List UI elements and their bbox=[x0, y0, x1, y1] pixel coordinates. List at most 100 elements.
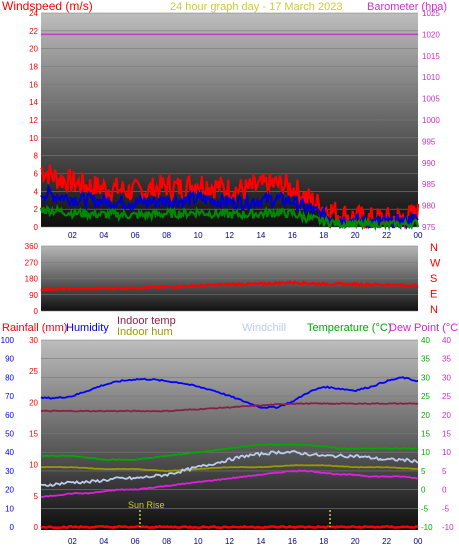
dewpoint-tick-label: 15 bbox=[442, 430, 451, 439]
wind-tick-label: 4 bbox=[34, 187, 39, 196]
humidity-tick-label: 80 bbox=[5, 373, 14, 382]
dewpoint-tick-label: -5 bbox=[442, 504, 450, 513]
panel-temperature-background bbox=[41, 340, 418, 530]
temperature-tick-label: 30 bbox=[421, 373, 430, 382]
wind-x-tick-label: 04 bbox=[99, 231, 108, 240]
barometer-tick-label: 980 bbox=[422, 202, 436, 211]
dewpoint-tick-label: 35 bbox=[442, 355, 451, 364]
barometer-tick-label: 1010 bbox=[422, 73, 440, 82]
rainfall-label: Rainfall (mm) bbox=[2, 322, 67, 334]
compass-label: W bbox=[430, 258, 441, 270]
series-line-4 bbox=[40, 443, 419, 462]
indoor-temp-label: Indoor temp bbox=[117, 315, 176, 327]
wind-tick-label: 24 bbox=[29, 9, 38, 18]
temperature-tick-label: 40 bbox=[421, 336, 430, 345]
temp-x-tick-label: 12 bbox=[225, 537, 234, 546]
wind-tick-label: 12 bbox=[29, 116, 38, 125]
barometer-tick-label: 1005 bbox=[422, 95, 440, 104]
dewpoint-tick-label: 40 bbox=[442, 336, 451, 345]
rainfall-tick-label: 15 bbox=[29, 430, 38, 439]
wind-tick-label: 18 bbox=[29, 63, 38, 72]
temperature-tick-label: 15 bbox=[421, 430, 430, 439]
temperature-tick-label: -5 bbox=[421, 504, 429, 513]
wind-tick-label: 0 bbox=[34, 223, 39, 232]
windchill-label: Windchill bbox=[242, 322, 286, 334]
humidity-tick-label: 70 bbox=[5, 392, 14, 401]
wind-series-line-1 bbox=[40, 184, 419, 230]
humidity-tick-label: 100 bbox=[1, 336, 15, 345]
barometer-tick-label: 1015 bbox=[422, 52, 440, 61]
humidity-tick-label: 20 bbox=[5, 486, 14, 495]
wind-series-line-2 bbox=[39, 204, 420, 232]
rainfall-tick-label: 25 bbox=[29, 367, 38, 376]
wind-tick-label: 14 bbox=[29, 98, 38, 107]
humidity-tick-label: 90 bbox=[5, 355, 14, 364]
temperature-tick-label: -10 bbox=[421, 523, 433, 532]
graph-title: 24 hour graph day - 17 March 2023 bbox=[170, 1, 342, 13]
temp-x-tick-label: 18 bbox=[319, 537, 328, 546]
temp-x-tick-label: 20 bbox=[351, 537, 360, 546]
windspeed-axis-label: Windspeed (m/s) bbox=[2, 0, 93, 13]
compass-label: N bbox=[430, 242, 438, 254]
wind-x-tick-label: 08 bbox=[162, 231, 171, 240]
compass-label: E bbox=[430, 289, 437, 301]
temperature-tick-label: 25 bbox=[421, 392, 430, 401]
temp-x-tick-label: 02 bbox=[68, 537, 77, 546]
rainfall-tick-label: 5 bbox=[34, 492, 39, 501]
direction-series-line bbox=[40, 280, 419, 292]
chart-marks-group: 0246810121416182022249759809859909951000… bbox=[1, 9, 454, 546]
temperature-tick-label: 20 bbox=[421, 411, 430, 420]
wind-x-tick-label: 06 bbox=[131, 231, 140, 240]
dewpoint-label: Dew Point (°C) bbox=[389, 322, 459, 334]
temperature-tick-label: 10 bbox=[421, 448, 430, 457]
temp-x-tick-label: 00 bbox=[414, 537, 423, 546]
temp-x-tick-label: 08 bbox=[162, 537, 171, 546]
humidity-tick-label: 30 bbox=[5, 467, 14, 476]
temp-x-tick-label: 06 bbox=[131, 537, 140, 546]
wind-x-tick-label: 22 bbox=[382, 231, 391, 240]
series-line-2 bbox=[40, 464, 419, 473]
dewpoint-tick-label: 0 bbox=[442, 486, 447, 495]
temperature-label: Temperature (°C) bbox=[307, 322, 391, 334]
wind-x-tick-label: 16 bbox=[288, 231, 297, 240]
wind-tick-label: 8 bbox=[34, 152, 39, 161]
wind-tick-label: 2 bbox=[34, 205, 39, 214]
series-line-3 bbox=[40, 449, 419, 488]
series-line-0 bbox=[40, 376, 419, 409]
wind-tick-label: 6 bbox=[34, 170, 39, 179]
temperature-tick-label: 35 bbox=[421, 355, 430, 364]
dewpoint-tick-label: -10 bbox=[442, 523, 454, 532]
barometer-tick-label: 1020 bbox=[422, 30, 440, 39]
series-line-1 bbox=[41, 402, 419, 413]
humidity-tick-label: 60 bbox=[5, 411, 14, 420]
wind-x-tick-label: 10 bbox=[194, 231, 203, 240]
indoor-hum-label: Indoor hum bbox=[117, 326, 173, 338]
wind-x-tick-label: 14 bbox=[256, 231, 265, 240]
dewpoint-tick-label: 5 bbox=[442, 467, 447, 476]
humidity-tick-label: 50 bbox=[5, 430, 14, 439]
temp-x-tick-label: 22 bbox=[382, 537, 391, 546]
wind-x-tick-label: 12 bbox=[225, 231, 234, 240]
sunrise-label: Sun Rise bbox=[128, 500, 165, 510]
series-line-5 bbox=[40, 469, 418, 498]
dewpoint-tick-label: 25 bbox=[442, 392, 451, 401]
series-line-6 bbox=[40, 524, 419, 530]
rainfall-tick-label: 20 bbox=[29, 398, 38, 407]
wind-tick-label: 10 bbox=[29, 134, 38, 143]
dewpoint-tick-label: 30 bbox=[442, 373, 451, 382]
barometer-tick-label: 985 bbox=[422, 180, 436, 189]
barometer-tick-label: 1000 bbox=[422, 116, 440, 125]
dewpoint-tick-label: 10 bbox=[442, 448, 451, 457]
barometer-tick-label: 975 bbox=[422, 223, 436, 232]
wind-tick-label: 16 bbox=[29, 80, 38, 89]
rainfall-tick-label: 10 bbox=[29, 461, 38, 470]
temperature-tick-label: 0 bbox=[421, 486, 426, 495]
humidity-tick-label: 10 bbox=[5, 504, 14, 513]
temp-x-tick-label: 16 bbox=[288, 537, 297, 546]
wind-x-tick-label: 02 bbox=[68, 231, 77, 240]
barometer-axis-label: Barometer (hpa) bbox=[367, 1, 447, 13]
dewpoint-tick-label: 20 bbox=[442, 411, 451, 420]
direction-tick-label: 180 bbox=[25, 275, 39, 284]
